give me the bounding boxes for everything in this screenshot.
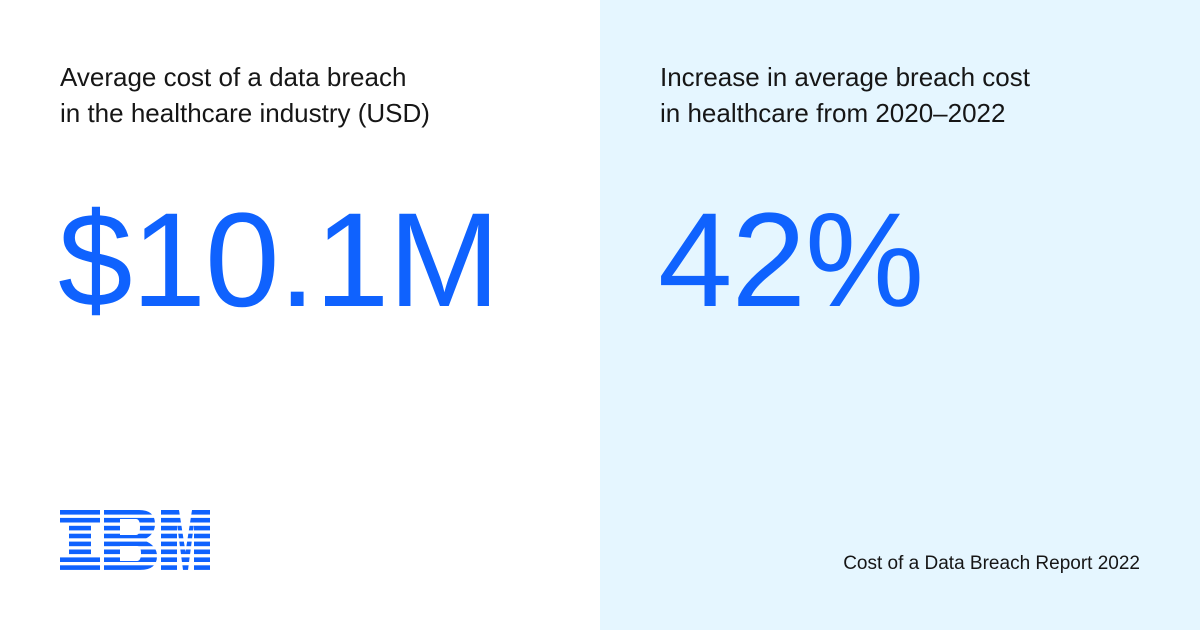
left-panel: Average cost of a data breach in the hea… — [58, 59, 560, 570]
right-stat-label-line2: in healthcare from 2020–2022 — [660, 98, 1006, 128]
left-stat-label-line1: Average cost of a data breach — [60, 62, 407, 92]
right-stat-value: 42% — [658, 186, 924, 335]
ibm-logo — [60, 510, 210, 570]
right-panel: Increase in average breach cost in healt… — [600, 0, 1200, 630]
left-stat-value: $10.1M — [58, 186, 500, 335]
right-stat-label: Increase in average breach cost in healt… — [660, 59, 1160, 131]
left-stat-label-line2: in the healthcare industry (USD) — [60, 98, 430, 128]
right-stat-label-line1: Increase in average breach cost — [660, 62, 1030, 92]
source-caption: Cost of a Data Breach Report 2022 — [843, 553, 1140, 574]
left-stat-label: Average cost of a data breach in the hea… — [60, 59, 560, 131]
